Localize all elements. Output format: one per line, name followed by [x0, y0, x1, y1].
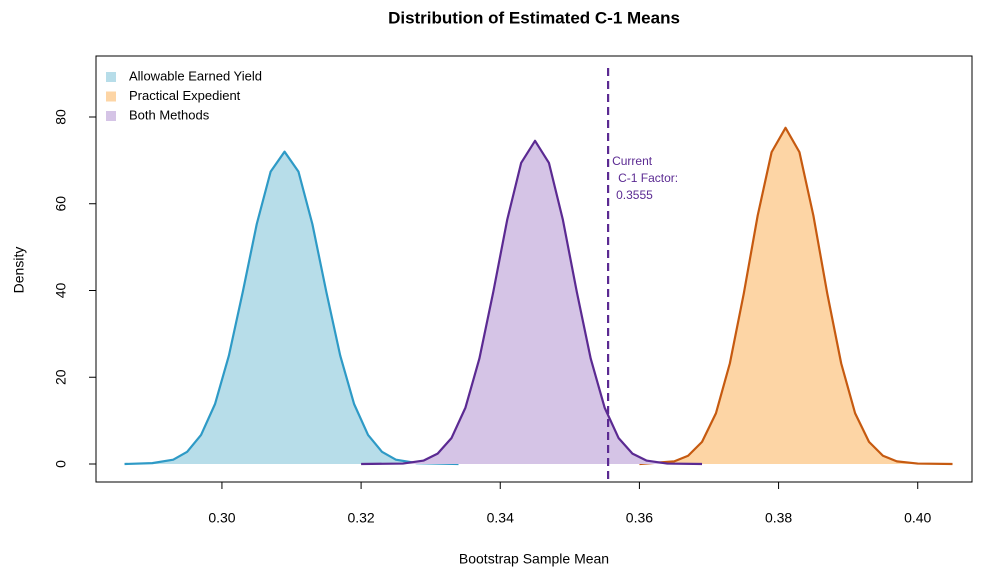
x-tick-label: 0.32	[347, 510, 374, 526]
legend-swatch	[106, 91, 116, 102]
density-line	[124, 150, 459, 466]
y-tick-label: 40	[53, 282, 69, 298]
x-tick-label: 0.36	[626, 510, 653, 526]
legend-label: Allowable Earned Yield	[129, 68, 262, 83]
x-tick-label: 0.30	[208, 510, 235, 526]
y-tick-label: 60	[53, 196, 69, 212]
density-line	[361, 139, 703, 466]
plot-frame	[95, 55, 973, 483]
x-tick-label: 0.40	[904, 510, 931, 526]
y-tick-label: 20	[53, 369, 69, 385]
y-tick-label: 0	[53, 460, 69, 468]
x-tick-label: 0.38	[765, 510, 792, 526]
legend-swatch	[106, 111, 116, 121]
y-axis-label: Density	[11, 247, 27, 294]
annotation: 0.3555	[616, 188, 653, 202]
annotation: Current	[612, 154, 653, 168]
legend-label: Both Methods	[129, 107, 210, 122]
chart-title: Distribution of Estimated C-1 Means	[388, 8, 680, 27]
density-area	[639, 127, 953, 464]
legend-swatch	[106, 72, 116, 82]
x-tick-label: 0.34	[487, 510, 514, 526]
density-area	[361, 140, 703, 464]
legend-label: Practical Expedient	[129, 88, 241, 103]
density-area	[124, 151, 459, 464]
density-line	[639, 126, 953, 466]
x-axis-label: Bootstrap Sample Mean	[459, 551, 609, 567]
y-tick-label: 80	[53, 109, 69, 125]
annotation: C-1 Factor:	[618, 171, 678, 185]
